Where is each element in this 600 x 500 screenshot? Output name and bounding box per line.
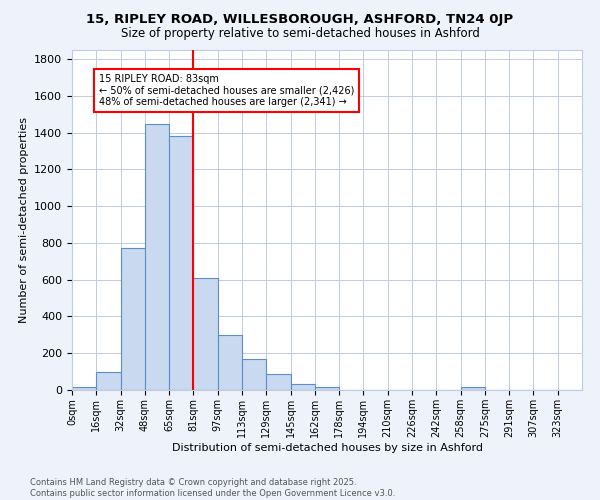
Bar xyxy=(121,248,145,390)
Bar xyxy=(315,386,339,390)
Bar xyxy=(242,359,266,390)
Text: Size of property relative to semi-detached houses in Ashford: Size of property relative to semi-detach… xyxy=(121,28,479,40)
Bar xyxy=(461,387,485,390)
Bar xyxy=(72,387,96,390)
X-axis label: Distribution of semi-detached houses by size in Ashford: Distribution of semi-detached houses by … xyxy=(172,442,482,452)
Bar xyxy=(218,335,242,390)
Bar xyxy=(96,372,121,390)
Bar xyxy=(266,374,290,390)
Bar xyxy=(290,384,315,390)
Bar xyxy=(169,136,193,390)
Text: 15 RIPLEY ROAD: 83sqm
← 50% of semi-detached houses are smaller (2,426)
48% of s: 15 RIPLEY ROAD: 83sqm ← 50% of semi-deta… xyxy=(99,74,354,107)
Text: 15, RIPLEY ROAD, WILLESBOROUGH, ASHFORD, TN24 0JP: 15, RIPLEY ROAD, WILLESBOROUGH, ASHFORD,… xyxy=(86,12,514,26)
Bar xyxy=(193,278,218,390)
Text: Contains HM Land Registry data © Crown copyright and database right 2025.
Contai: Contains HM Land Registry data © Crown c… xyxy=(30,478,395,498)
Bar xyxy=(145,124,169,390)
Y-axis label: Number of semi-detached properties: Number of semi-detached properties xyxy=(19,117,29,323)
